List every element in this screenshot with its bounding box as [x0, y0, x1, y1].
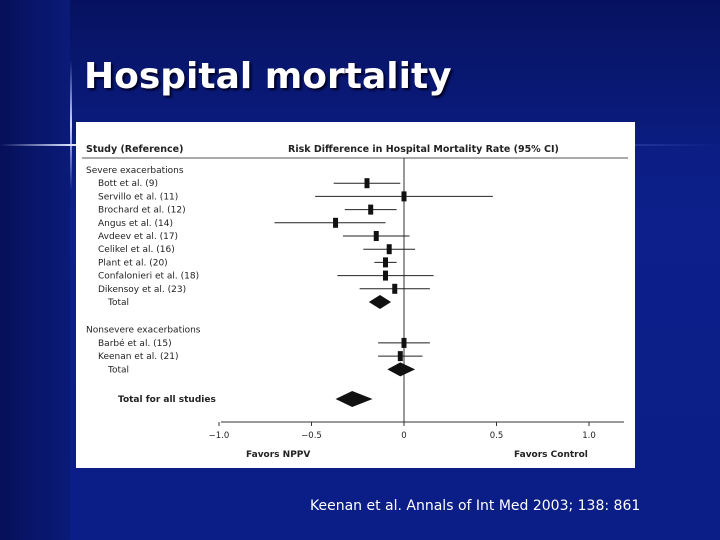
- study-label: Plant et al. (20): [98, 258, 168, 268]
- overall-total-label: Total for all studies: [118, 395, 216, 405]
- forest-plot-panel: Study (Reference) Risk Difference in Hosp…: [76, 122, 635, 468]
- group-heading: Severe exacerbations: [86, 166, 184, 176]
- study-label: Celikel et al. (16): [98, 245, 175, 255]
- group-total-label: Total: [107, 365, 129, 375]
- x-tick-label: −0.5: [301, 431, 322, 441]
- point-estimate: [383, 257, 388, 268]
- pooled-diamond: [387, 362, 416, 377]
- study-label: Barbé et al. (15): [98, 338, 172, 349]
- group-heading: Nonsevere exacerbations: [86, 326, 201, 336]
- slide-title: Hospital mortality: [84, 56, 452, 97]
- pooled-diamond: [368, 295, 392, 309]
- study-label: Brochard et al. (12): [98, 206, 186, 216]
- study-column-header: Study (Reference): [86, 144, 183, 155]
- point-estimate: [383, 270, 388, 281]
- point-estimate: [401, 191, 407, 202]
- point-estimate: [368, 204, 374, 215]
- study-label: Angus et al. (14): [98, 219, 173, 229]
- point-estimate: [401, 337, 407, 348]
- x-tick-label: 0: [401, 431, 406, 441]
- overall-diamond: [335, 391, 373, 408]
- point-estimate: [373, 231, 379, 241]
- decorative-vertical-line: [70, 60, 72, 190]
- point-estimate: [397, 351, 403, 362]
- point-estimate: [386, 244, 392, 255]
- x-tick-label: −1.0: [209, 431, 230, 441]
- study-label: Confalonieri et al. (18): [98, 272, 199, 282]
- citation: Keenan et al. Annals of Int Med 2003; 13…: [310, 498, 641, 514]
- study-label: Bott et al. (9): [98, 179, 158, 189]
- group-total-label: Total: [107, 298, 129, 308]
- study-label: Avdeev et al. (17): [98, 232, 178, 242]
- x-tick-label: 0.5: [490, 431, 504, 441]
- left-band: [0, 0, 70, 540]
- favors-left-label: Favors NPPV: [246, 450, 310, 460]
- study-label: Keenan et al. (21): [98, 352, 178, 362]
- forest-plot: Study (Reference) Risk Difference in Hosp…: [82, 144, 628, 460]
- point-estimate: [392, 283, 398, 294]
- x-tick-label: 1.0: [582, 431, 596, 441]
- point-estimate: [333, 217, 339, 228]
- study-label: Servillo et al. (11): [98, 192, 178, 202]
- effect-column-header: Risk Difference in Hospital Mortality Ra…: [288, 144, 559, 155]
- favors-right-label: Favors Control: [514, 450, 588, 460]
- header-band: [0, 0, 720, 145]
- point-estimate: [364, 178, 370, 189]
- study-label: Dikensoy et al. (23): [98, 285, 186, 295]
